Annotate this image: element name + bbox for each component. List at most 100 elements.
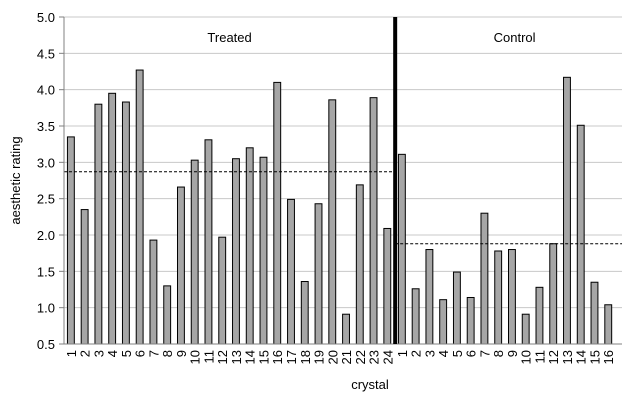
y-tick-label: 0.5 bbox=[37, 337, 55, 352]
x-axis-title: crystal bbox=[351, 377, 389, 392]
bar-control-9 bbox=[508, 249, 516, 345]
x-tick-label: 3 bbox=[91, 350, 106, 357]
bar-treated-9 bbox=[176, 186, 185, 345]
bar-control-3 bbox=[425, 249, 434, 345]
bar-control-12 bbox=[549, 243, 558, 345]
x-tick-label: 11 bbox=[201, 350, 216, 364]
x-tick-label: 4 bbox=[105, 350, 120, 357]
x-tick-label: 11 bbox=[532, 350, 547, 364]
bar-treated-11 bbox=[204, 139, 213, 345]
bar-control-13 bbox=[563, 76, 571, 345]
x-tick-label: 18 bbox=[298, 350, 313, 364]
group-label-control: Control bbox=[494, 30, 536, 45]
x-tick-label: 12 bbox=[215, 350, 230, 364]
bar-control-14 bbox=[576, 124, 585, 345]
bar-treated-22 bbox=[355, 184, 364, 345]
bar-treated-18 bbox=[300, 281, 309, 345]
bar-treated-20 bbox=[328, 99, 337, 345]
x-tick-label: 9 bbox=[505, 350, 520, 357]
x-tick-label: 5 bbox=[450, 350, 465, 357]
bar-treated-21 bbox=[342, 313, 350, 345]
x-tick-label: 15 bbox=[587, 350, 602, 364]
x-tick-label: 20 bbox=[325, 350, 340, 364]
x-tick-label: 10 bbox=[519, 350, 534, 364]
x-tick-label: 24 bbox=[380, 350, 395, 364]
x-tick-label: 19 bbox=[312, 350, 327, 364]
x-tick-label: 13 bbox=[229, 350, 244, 364]
x-tick-label: 17 bbox=[284, 350, 299, 364]
y-tick-label: 5.0 bbox=[37, 10, 55, 25]
x-tick-label: 14 bbox=[574, 350, 589, 364]
y-tick-label: 3.0 bbox=[37, 155, 55, 170]
y-tick-label: 4.5 bbox=[37, 46, 55, 61]
x-tick-label: 4 bbox=[436, 350, 451, 357]
bar-treated-23 bbox=[369, 97, 378, 345]
bar-treated-7 bbox=[149, 239, 158, 345]
x-tick-label: 7 bbox=[146, 350, 161, 357]
x-tick-label: 7 bbox=[477, 350, 492, 357]
x-tick-label: 12 bbox=[546, 350, 561, 364]
bar-treated-8 bbox=[163, 285, 172, 345]
x-tick-label: 8 bbox=[160, 350, 175, 357]
x-tick-label: 3 bbox=[422, 350, 437, 357]
gridlines bbox=[64, 16, 622, 309]
x-tick-label: 15 bbox=[256, 350, 271, 364]
bar-control-10 bbox=[521, 313, 530, 345]
x-tick-label: 22 bbox=[353, 350, 368, 364]
bar-treated-3 bbox=[94, 103, 103, 345]
bar-treated-24 bbox=[383, 227, 392, 345]
y-tick-labels: 5.0 4.5 4.0 3.5 3.0 2.5 2.0 1.5 1.0 0.5 bbox=[37, 10, 64, 352]
bar-treated-1 bbox=[66, 136, 75, 345]
y-axis-title: aesthetic rating bbox=[8, 136, 23, 224]
bar-control-5 bbox=[452, 271, 461, 345]
y-tick-label: 2.0 bbox=[37, 228, 55, 243]
bar-control-11 bbox=[535, 286, 544, 345]
bar-control-6 bbox=[466, 296, 475, 345]
y-tick-label: 2.5 bbox=[37, 192, 55, 207]
x-tick-label: 16 bbox=[601, 350, 616, 364]
bar-treated-13 bbox=[232, 158, 240, 345]
bar-control-7 bbox=[480, 212, 489, 345]
bar-treated-12 bbox=[218, 236, 227, 345]
x-tick-label: 8 bbox=[491, 350, 506, 357]
bar-control-4 bbox=[439, 299, 448, 345]
bar-treated-5 bbox=[121, 101, 130, 345]
bar-control-2 bbox=[411, 288, 420, 345]
bar-control-1 bbox=[397, 153, 406, 345]
x-tick-label: 16 bbox=[270, 350, 285, 364]
y-tick-label: 1.0 bbox=[37, 301, 55, 316]
x-tick-label: 5 bbox=[119, 350, 134, 357]
bar-treated-6 bbox=[135, 69, 144, 345]
bar-treated-15 bbox=[259, 156, 268, 345]
bar-treated-4 bbox=[108, 92, 117, 345]
x-tick-label: 6 bbox=[133, 350, 148, 357]
bars bbox=[66, 69, 613, 345]
x-tick-label: 21 bbox=[339, 350, 354, 364]
x-tick-label: 1 bbox=[395, 350, 410, 357]
x-tick-label: 13 bbox=[560, 350, 575, 364]
bar-treated-19 bbox=[314, 203, 323, 345]
bar-treated-17 bbox=[287, 198, 295, 345]
x-tick-label: 1 bbox=[64, 350, 79, 357]
y-tick-label: 3.5 bbox=[37, 119, 55, 134]
y-tick-label: 4.0 bbox=[37, 83, 55, 98]
x-tick-label: 6 bbox=[464, 350, 479, 357]
mean-lines bbox=[64, 171, 622, 245]
axes bbox=[63, 17, 622, 345]
bar-treated-14 bbox=[245, 147, 254, 345]
x-tick-label: 2 bbox=[78, 350, 93, 357]
bar-control-15 bbox=[590, 281, 599, 345]
group-label-treated: Treated bbox=[207, 30, 251, 45]
x-tick-label: 23 bbox=[367, 350, 382, 364]
x-tick-label: 2 bbox=[409, 350, 424, 357]
x-tick-label: 9 bbox=[174, 350, 189, 357]
bar-treated-16 bbox=[273, 81, 282, 345]
bar-control-8 bbox=[494, 250, 503, 345]
bar-treated-10 bbox=[190, 159, 199, 345]
bar-control-16 bbox=[604, 304, 613, 345]
x-tick-label: 14 bbox=[243, 350, 258, 364]
y-tick-label: 1.5 bbox=[37, 264, 55, 279]
bar-treated-2 bbox=[80, 209, 89, 345]
